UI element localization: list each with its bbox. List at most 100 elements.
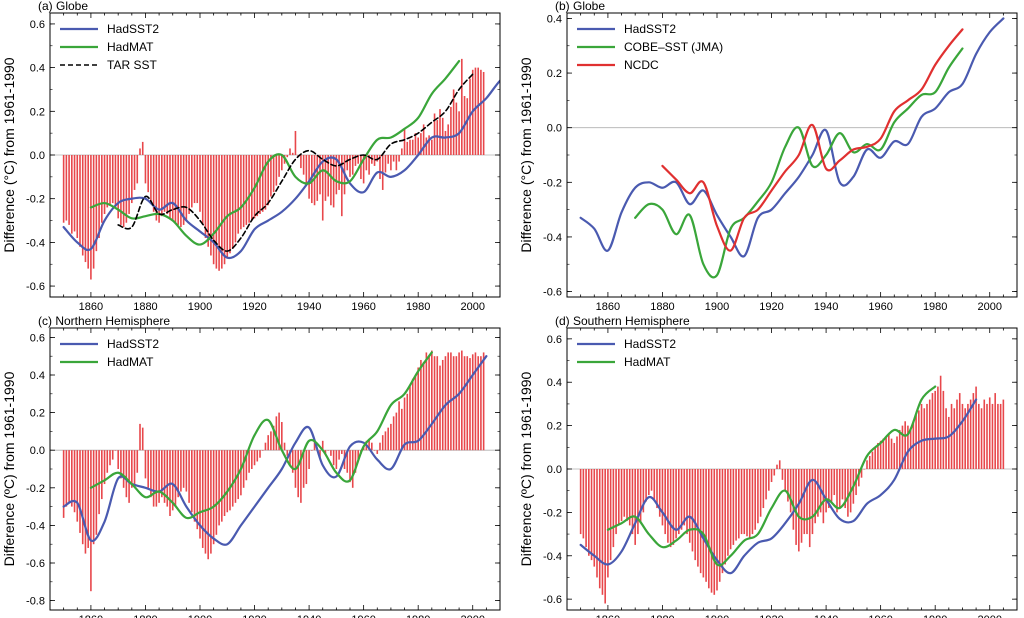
bar [289,148,291,155]
bar [615,469,617,535]
bar [300,155,302,169]
x-tick-label: 1980 [406,301,430,313]
bar [362,155,365,184]
bar [463,356,466,451]
bar [319,155,321,195]
bar [373,155,376,166]
plot-area [567,17,1017,279]
bar [136,155,139,184]
bar [95,155,98,252]
bar [212,155,215,265]
panel-title: (a) Globe [38,0,88,13]
y-tick-label: 0.4 [547,377,562,389]
bar [579,469,582,535]
x-tick-label: 1980 [406,614,430,618]
bar [248,155,250,223]
bar [778,460,781,469]
series-line-1 [606,385,937,567]
bar [150,155,152,201]
bar [406,393,409,451]
bar [461,350,463,451]
bar [956,399,958,469]
bar [980,408,983,469]
bar [477,356,479,451]
bar [999,403,1002,469]
bar [403,128,406,155]
bar [609,469,612,561]
y-tick-label: -0.8 [26,596,45,608]
bar [270,431,272,451]
bar [256,450,259,462]
bar [942,390,945,469]
bar [191,155,193,208]
series-line-1 [634,47,964,279]
bar [406,141,409,155]
bar [152,450,155,507]
bar [300,450,302,503]
bar [101,155,103,223]
bar [141,141,144,155]
bar [191,450,193,513]
bar [648,469,650,496]
bar [735,469,737,541]
bar [62,450,65,518]
bar [229,155,231,254]
bar [158,155,160,223]
plot-frame [566,12,1018,298]
bar [351,155,354,175]
bar [798,469,800,552]
bar [346,450,349,473]
bar [245,450,248,481]
bar [866,460,868,469]
legend: HadSST2 COBE–SST (JMA) NCDC [577,22,723,72]
bar [384,431,387,451]
bar [240,450,242,496]
bar [784,469,786,491]
bar [81,450,84,545]
y-tick-label: 0.2 [30,408,45,420]
x-tick-label: 1880 [133,614,157,618]
bar [261,450,264,451]
y-axis-label: Difference (ºC) from 1961-1990 [518,371,534,566]
bar [133,450,136,485]
bar [738,469,740,539]
legend-entry: HadSST2 [624,337,676,351]
legend: HadSST2 HadMAT TAR SST [60,22,159,72]
bar [229,450,231,511]
bar [697,469,699,567]
bar [746,469,748,537]
bar [877,442,879,469]
bar [109,450,111,466]
bar [398,401,400,451]
x-tick-label: 1920 [759,301,783,313]
bar [588,469,590,556]
bar [231,450,234,507]
bar [215,155,218,269]
bar [918,410,920,469]
bar [237,155,239,234]
legend-entry: HadSST2 [107,337,159,351]
bar [390,155,392,171]
bar [871,451,874,469]
bar [401,408,403,451]
bar [748,469,751,539]
bar [376,155,379,162]
bar [185,450,188,492]
y-tick-label: -0.2 [543,177,562,189]
bar [620,469,623,522]
bar [964,408,966,469]
x-tick-label: 1880 [650,614,674,618]
bar [474,352,477,451]
bar [401,148,403,155]
bar [324,450,327,454]
bar [76,155,79,239]
legend-entry: TAR SST [107,58,157,72]
x-tick-label: 1980 [923,614,947,618]
bar [128,155,130,214]
bar [155,155,158,221]
bar [349,155,351,177]
bar [286,155,289,158]
bar [330,450,332,456]
bar [199,450,201,539]
